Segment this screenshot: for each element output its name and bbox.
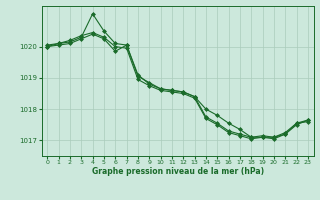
X-axis label: Graphe pression niveau de la mer (hPa): Graphe pression niveau de la mer (hPa) <box>92 167 264 176</box>
